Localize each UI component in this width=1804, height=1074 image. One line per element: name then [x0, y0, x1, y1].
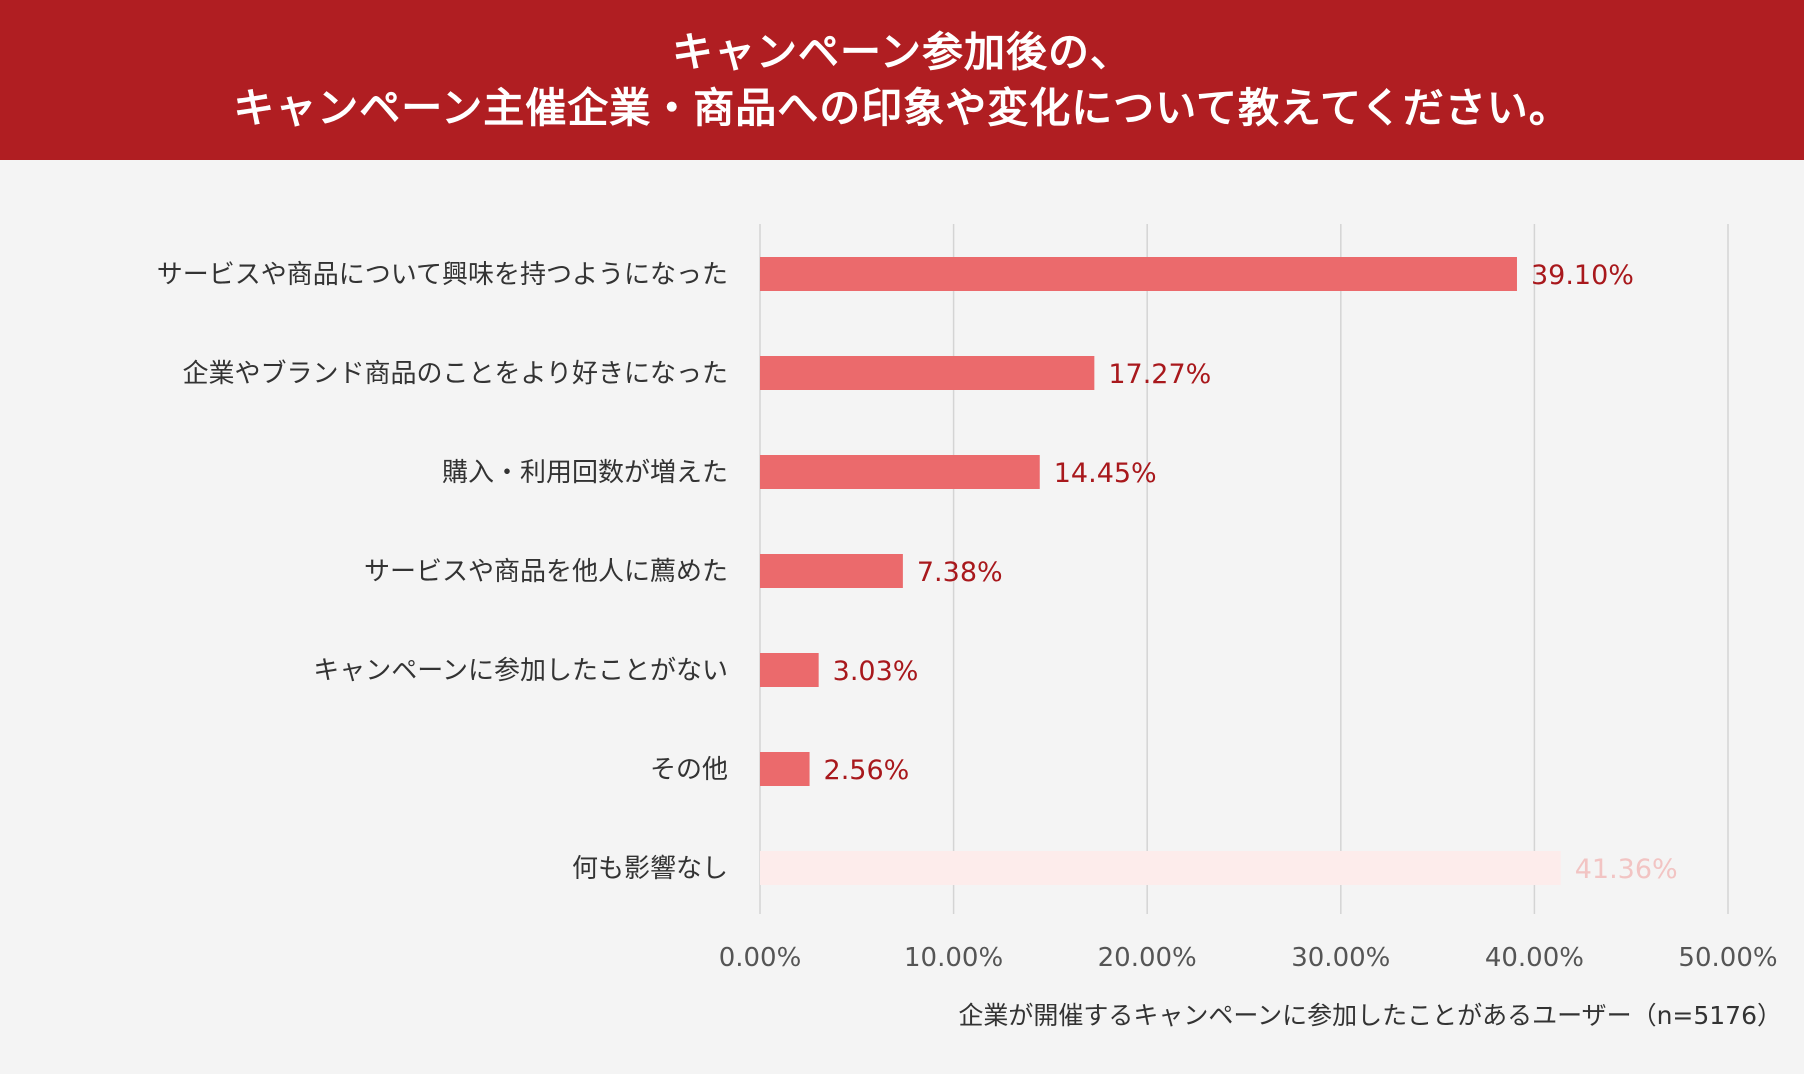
sample-note: 企業が開催するキャンペーンに参加したことがあるユーザー（n=5176） — [958, 1001, 1782, 1030]
value-label: 39.10% — [1531, 260, 1634, 291]
category-label: サービスや商品について興味を持つようになった — [157, 260, 728, 290]
category-label: 購入・利用回数が増えた — [442, 458, 728, 488]
bar — [760, 356, 1095, 390]
bar — [760, 455, 1040, 489]
value-label: 14.45% — [1054, 458, 1157, 489]
value-label: 2.56% — [824, 755, 910, 786]
chart-title-banner: キャンペーン参加後の、 キャンペーン主催企業・商品への印象や変化について教えてく… — [0, 0, 1804, 160]
value-label: 3.03% — [833, 656, 919, 687]
value-label: 7.38% — [917, 557, 1003, 588]
x-tick-label: 50.00% — [1678, 943, 1777, 973]
value-label: 41.36% — [1575, 854, 1678, 885]
bar — [760, 554, 903, 588]
bar-chart: 0.00% 10.00% 20.00% 30.00% 40.00% 50.00% サービスや… — [157, 224, 1782, 1030]
x-tick-label: 30.00% — [1291, 943, 1390, 973]
category-label: サービスや商品を他人に薦めた — [364, 557, 728, 587]
x-tick-label: 20.00% — [1098, 943, 1197, 973]
category-label: 企業やブランド商品のことをより好きになった — [183, 359, 728, 389]
bar — [760, 752, 810, 786]
bar — [760, 257, 1517, 291]
labels: 0.00% 10.00% 20.00% 30.00% 40.00% 50.00% サービスや… — [157, 260, 1778, 973]
x-tick-label: 0.00% — [719, 943, 802, 973]
chart-title-line-2: キャンペーン主催企業・商品への印象や変化について教えてください。 — [233, 84, 1571, 132]
bar — [760, 851, 1561, 885]
x-tick-label: 40.00% — [1485, 943, 1584, 973]
chart-title-line-1: キャンペーン参加後の、 — [672, 28, 1132, 76]
x-tick-label: 10.00% — [904, 943, 1003, 973]
bar — [760, 653, 819, 687]
category-label: キャンペーンに参加したことがない — [313, 656, 728, 686]
value-label: 17.27% — [1108, 359, 1211, 390]
category-label: その他 — [650, 755, 728, 785]
category-label: 何も影響なし — [572, 854, 728, 884]
grid-lines — [759, 224, 1729, 914]
bars — [760, 257, 1561, 885]
